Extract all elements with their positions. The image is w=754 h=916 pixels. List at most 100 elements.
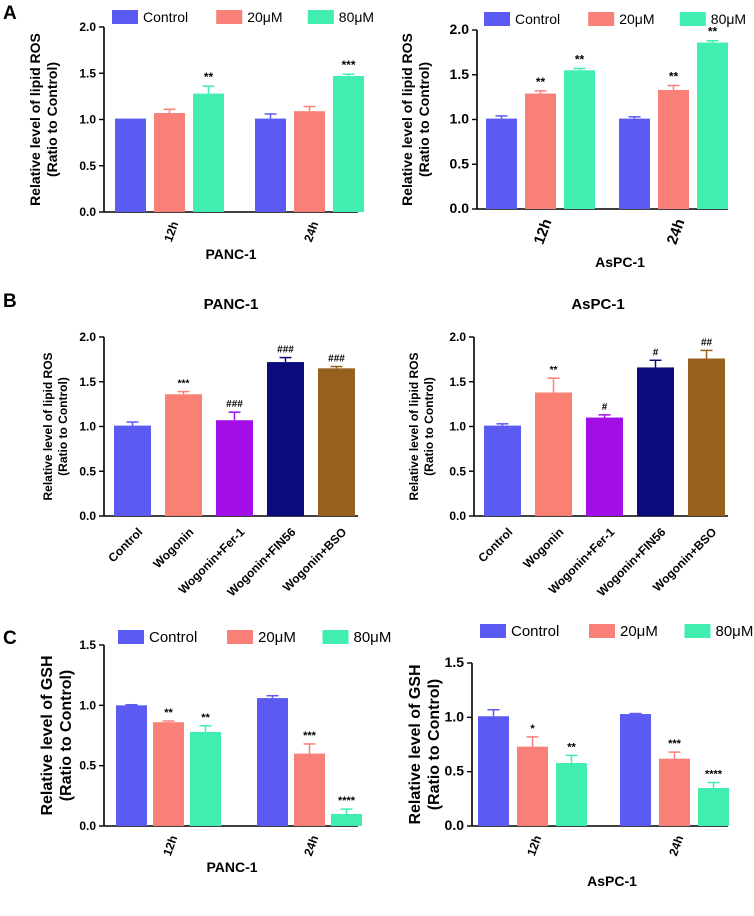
significance-label: ** <box>550 365 558 376</box>
y-tick-label: 0.0 <box>79 819 96 833</box>
bar <box>620 714 651 826</box>
legend-label: Control <box>515 11 560 27</box>
legend-label: 80μM <box>354 629 392 646</box>
significance-label: ## <box>701 337 713 348</box>
y-tick-label: 0.0 <box>445 817 465 833</box>
bar <box>619 118 650 209</box>
y-axis-label: Relative level of GSH <box>39 655 56 815</box>
legend-label: 80μM <box>339 9 374 25</box>
legend-swatch <box>118 630 144 644</box>
bar <box>153 722 184 826</box>
y-tick-label: 1.5 <box>79 66 96 80</box>
significance-label: # <box>602 402 608 413</box>
bar <box>115 118 146 212</box>
y-tick-label: 0.5 <box>445 763 465 779</box>
bar <box>154 113 185 212</box>
bar <box>116 705 147 826</box>
chart-subtitle: PANC-1 <box>205 246 256 262</box>
legend-swatch <box>480 624 506 638</box>
legend-swatch <box>227 630 253 644</box>
significance-label: ** <box>164 707 173 719</box>
significance-label: **** <box>338 795 356 807</box>
bar <box>658 89 689 209</box>
legend-label: 20μM <box>247 9 282 25</box>
bar <box>257 698 288 826</box>
y-tick-label: 1.5 <box>450 66 470 82</box>
significance-label: ** <box>669 69 679 83</box>
significance-label: ** <box>204 70 214 84</box>
legend-label: Control <box>143 9 188 25</box>
chart-title: AsPC-1 <box>571 296 624 313</box>
y-axis-label: Relative level of GSH <box>407 664 424 824</box>
legend-swatch <box>588 12 615 26</box>
legend-swatch <box>216 10 243 24</box>
y-tick-label: 1.0 <box>450 111 470 127</box>
x-tick-label: 12h <box>161 220 181 244</box>
bar <box>478 716 509 826</box>
bar <box>216 420 253 516</box>
bar <box>193 93 224 212</box>
bar <box>294 753 325 826</box>
legend-swatch <box>112 10 138 24</box>
y-tick-label: 0.5 <box>450 155 470 171</box>
significance-label: ### <box>226 399 243 410</box>
bar <box>637 367 674 516</box>
significance-label: ** <box>201 712 210 724</box>
x-tick-label: 24h <box>666 834 686 858</box>
y-tick-label: 2.0 <box>79 20 96 34</box>
significance-label: ### <box>277 345 294 356</box>
bar <box>255 118 286 212</box>
y-tick-label: 2.0 <box>450 21 470 37</box>
bar <box>517 746 548 826</box>
y-axis-label: Relative level of lipid ROS <box>27 33 43 206</box>
x-tick-label: 12h <box>160 834 180 858</box>
bar <box>564 70 595 210</box>
legend-label: Control <box>511 623 559 640</box>
chart-subtitle: AsPC-1 <box>595 254 645 270</box>
bar <box>525 93 556 209</box>
panel-label-a: A <box>3 3 17 24</box>
y-tick-label: 0.5 <box>449 464 466 478</box>
y-axis-label-secondary: (Ratio to Control) <box>58 670 75 802</box>
y-tick-label: 1.5 <box>79 638 96 652</box>
legend-label: 80μM <box>716 623 754 640</box>
y-tick-label: 1.0 <box>445 708 465 724</box>
bar <box>688 358 725 516</box>
significance-label: *** <box>668 738 682 750</box>
bar <box>698 787 729 826</box>
chart-subtitle: AsPC-1 <box>587 873 637 889</box>
y-tick-label: 1.0 <box>79 698 96 712</box>
y-tick-label: 1.5 <box>449 375 466 389</box>
bar <box>318 368 355 516</box>
y-tick-label: 1.0 <box>79 113 96 127</box>
y-tick-label: 0.0 <box>79 205 96 219</box>
y-axis-label: Relative level of lipid ROS <box>399 33 415 206</box>
legend-swatch <box>589 624 615 638</box>
bar <box>556 762 587 826</box>
chart-title: PANC-1 <box>204 296 259 313</box>
panel-label-b: B <box>3 291 17 312</box>
legend-label: 20μM <box>620 623 658 640</box>
bar <box>114 425 151 516</box>
y-axis-label-secondary: (Ratio to Control) <box>56 377 70 476</box>
legend-label: Control <box>149 629 197 646</box>
y-axis-label-secondary: (Ratio to Control) <box>422 377 436 476</box>
significance-label: ** <box>708 25 718 39</box>
y-tick-label: 1.5 <box>79 375 96 389</box>
significance-label: **** <box>705 769 723 781</box>
legend-swatch <box>484 12 510 26</box>
bar <box>659 758 690 826</box>
y-tick-label: 0.5 <box>79 159 96 173</box>
legend-label: 20μM <box>258 629 296 646</box>
significance-label: * <box>530 723 535 735</box>
chart-subtitle: PANC-1 <box>206 859 257 875</box>
significance-label: ### <box>328 354 345 365</box>
bar <box>535 392 572 516</box>
y-tick-label: 2.0 <box>79 330 96 344</box>
y-tick-label: 0.0 <box>449 509 466 523</box>
y-tick-label: 2.0 <box>449 330 466 344</box>
